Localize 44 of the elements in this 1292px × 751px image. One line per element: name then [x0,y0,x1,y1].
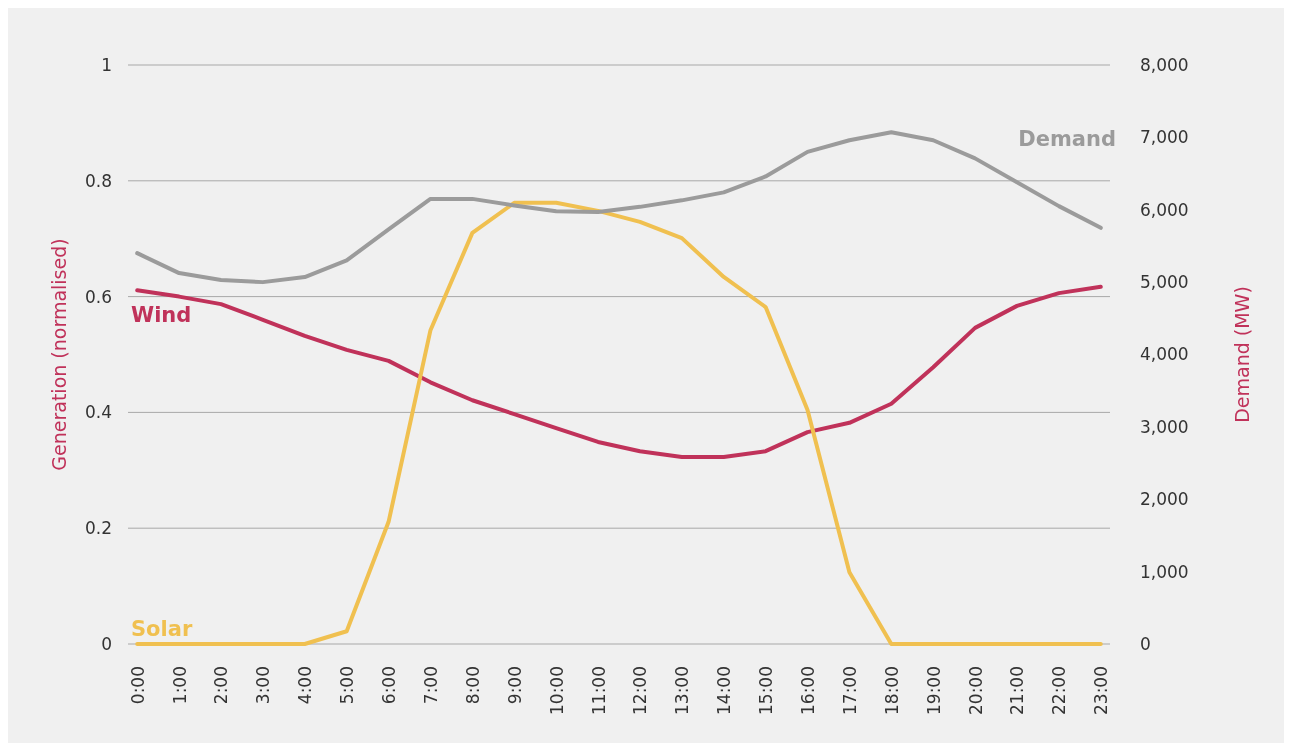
x-tick-label: 17:00 [839,666,860,715]
x-tick-label: 22:00 [1049,666,1070,715]
x-tick-label: 4:00 [295,666,316,705]
x-tick-label: 20:00 [965,666,986,715]
y2-axis-title: Demand (MW) [1231,286,1253,423]
x-tick-label: 14:00 [714,666,735,715]
y2-tick-label: 4,000 [1140,344,1189,365]
y-tick-label: 0.6 [84,286,112,307]
x-tick-label: 10:00 [546,666,567,715]
y2-tick-label: 1,000 [1140,561,1189,582]
x-tick-label: 18:00 [881,666,902,715]
y-tick-label: 0 [101,633,112,654]
y2-tick-label: 7,000 [1140,127,1189,148]
x-tick-label: 6:00 [379,666,400,705]
x-tick-label: 3:00 [253,666,274,705]
x-tick-label: 13:00 [672,666,693,715]
x-tick-label: 5:00 [337,666,358,705]
x-tick-label: 8:00 [462,666,483,705]
series-label: Wind [131,303,192,328]
x-tick-label: 12:00 [630,666,651,715]
x-tick-label: 0:00 [127,666,148,705]
y2-tick-label: 2,000 [1140,489,1189,510]
x-tick-label: 2:00 [211,666,232,705]
series-label: Demand [1018,126,1116,151]
y-tick-label: 0.8 [84,170,112,191]
y2-tick-label: 3,000 [1140,416,1189,437]
x-tick-label: 16:00 [797,666,818,715]
x-tick-label: 1:00 [169,666,190,705]
y-tick-label: 0.2 [84,518,112,539]
x-tick-label: 7:00 [420,666,441,705]
x-tick-label: 9:00 [504,666,525,705]
y-tick-label: 0.4 [84,402,112,423]
x-tick-label: 19:00 [923,666,944,715]
x-tick-label: 23:00 [1091,666,1112,715]
y-axis-title: Generation (normalised) [48,238,70,471]
y2-tick-label: 8,000 [1140,54,1189,75]
y2-tick-label: 0 [1140,633,1151,654]
x-tick-label: 15:00 [756,666,777,715]
y2-tick-label: 5,000 [1140,272,1189,293]
y2-tick-label: 6,000 [1140,199,1189,220]
series-label: Solar [131,617,193,641]
x-tick-label: 11:00 [588,666,609,715]
x-tick-label: 21:00 [1007,666,1028,715]
y-tick-label: 1 [101,54,112,75]
